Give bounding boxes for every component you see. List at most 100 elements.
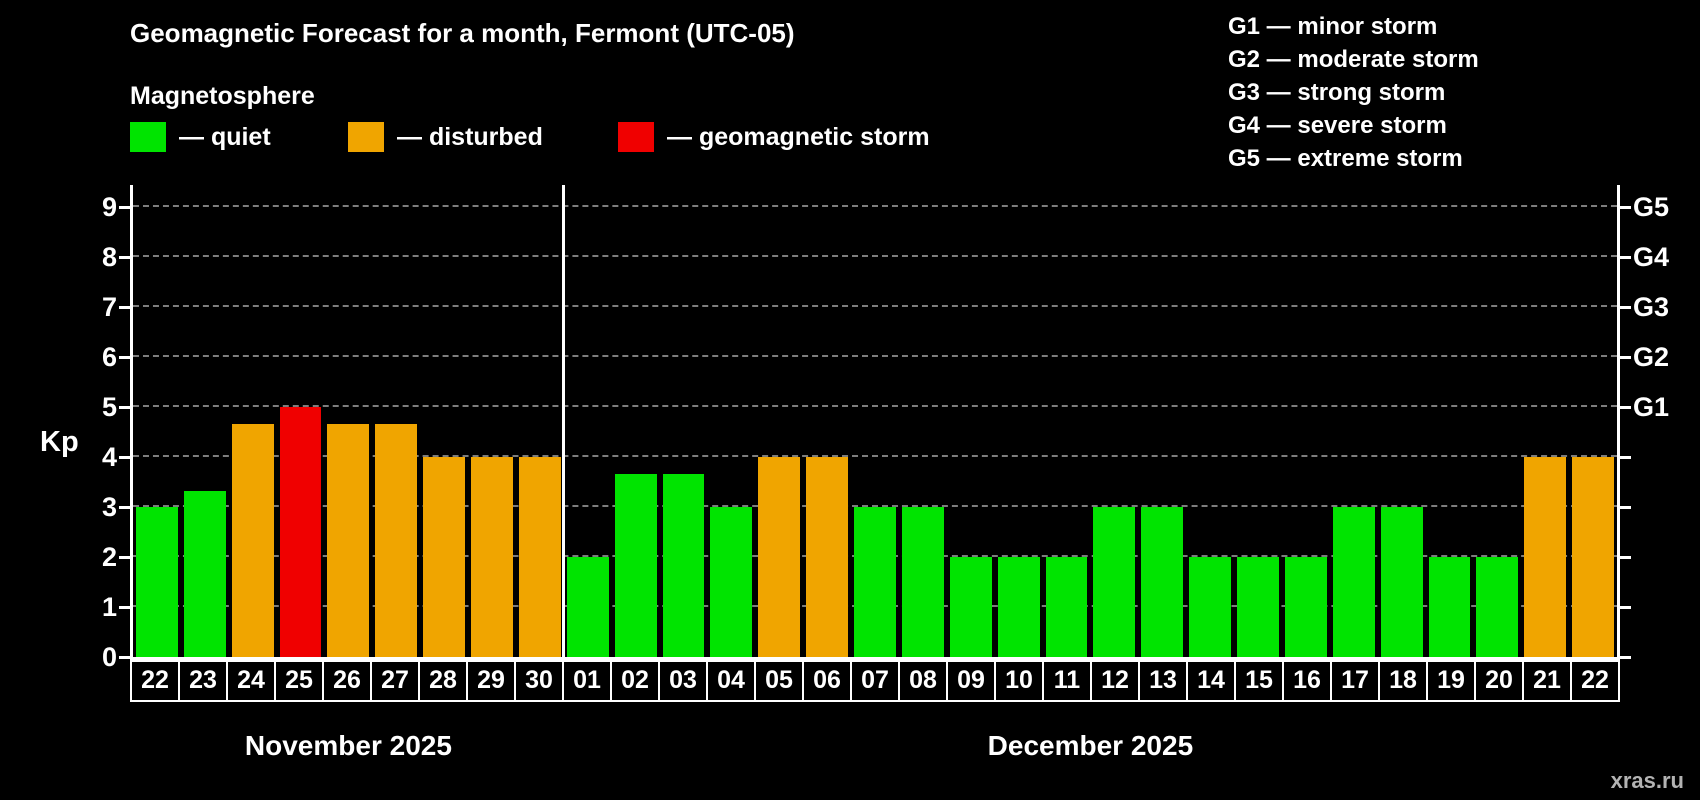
gridline-kp-8 bbox=[133, 255, 1617, 257]
bar-slot-day-14 bbox=[1186, 182, 1234, 657]
kp-bar-quiet bbox=[1189, 557, 1232, 657]
watermark: xras.ru bbox=[1610, 768, 1684, 793]
y-tick-label-4: 4 bbox=[101, 442, 117, 472]
y-tick-label-3: 3 bbox=[101, 492, 117, 522]
y-tick-mark-right-3 bbox=[1620, 505, 1631, 509]
day-label-26: 26 bbox=[322, 660, 372, 702]
day-label-08: 08 bbox=[898, 660, 948, 702]
gridline-kp-7 bbox=[133, 305, 1617, 307]
bar-slot-day-23 bbox=[181, 182, 229, 657]
y-tick-label-0: 0 bbox=[101, 642, 117, 672]
kp-bar-quiet bbox=[997, 557, 1040, 657]
day-label-11: 11 bbox=[1042, 660, 1092, 702]
y-tick-mark-right-9 bbox=[1620, 205, 1631, 209]
kp-bar-quiet bbox=[710, 507, 753, 657]
day-label-18: 18 bbox=[1378, 660, 1428, 702]
quiet-label: — quiet bbox=[179, 122, 271, 151]
bar-slot-day-19 bbox=[1426, 182, 1474, 657]
g-scale-label-g3: G3 bbox=[1633, 292, 1670, 322]
day-label-28: 28 bbox=[418, 660, 468, 702]
day-label-15: 15 bbox=[1234, 660, 1284, 702]
bar-slot-day-03 bbox=[660, 182, 708, 657]
kp-bar-disturbed bbox=[327, 423, 370, 657]
kp-bar-disturbed bbox=[758, 457, 801, 657]
day-label-07: 07 bbox=[850, 660, 900, 702]
kp-bar-quiet bbox=[662, 473, 705, 657]
y-tick-mark-right-0 bbox=[1620, 655, 1631, 659]
disturbed-color-swatch bbox=[348, 122, 384, 152]
disturbed-label: — disturbed bbox=[397, 122, 543, 151]
y-tick-mark-right-7 bbox=[1620, 305, 1631, 309]
kp-bar-quiet bbox=[901, 507, 944, 657]
day-label-09: 09 bbox=[946, 660, 996, 702]
bar-slot-day-10 bbox=[995, 182, 1043, 657]
legend-item-quiet: — quiet bbox=[130, 122, 271, 152]
y-tick-label-2: 2 bbox=[101, 542, 117, 572]
gridline-kp-5 bbox=[133, 405, 1617, 407]
gridline-kp-6 bbox=[133, 355, 1617, 357]
day-label-04: 04 bbox=[706, 660, 756, 702]
y-tick-mark-left-5 bbox=[119, 405, 130, 409]
kp-bar-quiet bbox=[949, 557, 992, 657]
day-label-29: 29 bbox=[466, 660, 516, 702]
kp-bar-disturbed bbox=[1524, 457, 1567, 657]
bar-slot-day-01 bbox=[564, 182, 612, 657]
kp-bar-quiet bbox=[1476, 557, 1519, 657]
day-label-17: 17 bbox=[1330, 660, 1380, 702]
bar-slot-day-24 bbox=[229, 182, 277, 657]
storm-scale-g4: G4 — severe storm bbox=[1228, 112, 1447, 139]
kp-bar-quiet bbox=[1141, 507, 1184, 657]
bar-slot-day-08 bbox=[899, 182, 947, 657]
storm-label: — geomagnetic storm bbox=[667, 122, 930, 151]
day-label-12: 12 bbox=[1090, 660, 1140, 702]
y-tick-label-5: 5 bbox=[101, 392, 117, 422]
kp-bar-quiet bbox=[1093, 507, 1136, 657]
plot-area: 0 1 2 3 4 5 6 7 8 9 G1 G2 G3 G4 G5 bbox=[102, 182, 1669, 672]
month-label-0: November 2025 bbox=[244, 730, 452, 761]
day-label-25: 25 bbox=[274, 660, 324, 702]
g-scale-label-g2: G2 bbox=[1633, 342, 1670, 372]
bar-slot-day-22 bbox=[133, 182, 181, 657]
bar-slot-day-27 bbox=[372, 182, 420, 657]
kp-bar-disturbed bbox=[375, 423, 418, 657]
kp-bar-disturbed bbox=[806, 457, 849, 657]
bar-slot-day-16 bbox=[1282, 182, 1330, 657]
bar-slot-day-04 bbox=[707, 182, 755, 657]
kp-bar-disturbed bbox=[471, 457, 513, 657]
day-label-20: 20 bbox=[1474, 660, 1524, 702]
day-label-03: 03 bbox=[658, 660, 708, 702]
day-label-24: 24 bbox=[226, 660, 276, 702]
month-separator bbox=[562, 185, 566, 657]
bar-slot-day-25 bbox=[277, 182, 325, 657]
bar-slot-day-02 bbox=[612, 182, 660, 657]
gridline-kp-9 bbox=[133, 205, 1617, 207]
bar-slot-day-20 bbox=[1473, 182, 1521, 657]
bar-slot-day-29 bbox=[468, 182, 516, 657]
kp-bar-quiet bbox=[1045, 557, 1088, 657]
y-tick-label-1: 1 bbox=[101, 592, 117, 622]
day-label-19: 19 bbox=[1426, 660, 1476, 702]
gridline-kp-3 bbox=[133, 505, 1617, 507]
bar-slot-day-18 bbox=[1378, 182, 1426, 657]
day-label-22: 22 bbox=[130, 660, 180, 702]
gridline-kp-4 bbox=[133, 455, 1617, 457]
y-tick-label-8: 8 bbox=[101, 242, 117, 272]
bar-slot-day-17 bbox=[1330, 182, 1378, 657]
kp-bar-quiet bbox=[1284, 557, 1327, 657]
g-scale-label-g4: G4 bbox=[1633, 242, 1670, 272]
kp-bar-storm bbox=[279, 407, 322, 657]
y-axis-label: Kp bbox=[40, 426, 79, 458]
y-tick-mark-left-9 bbox=[119, 205, 130, 209]
legend-item-disturbed: — disturbed bbox=[348, 122, 543, 152]
kp-bar-disturbed bbox=[1572, 457, 1614, 657]
bar-slot-day-13 bbox=[1138, 182, 1186, 657]
bar-slot-day-12 bbox=[1090, 182, 1138, 657]
y-tick-mark-right-8 bbox=[1620, 255, 1631, 259]
kp-bar-quiet bbox=[1428, 557, 1471, 657]
bar-slot-day-22 bbox=[1569, 182, 1617, 657]
kp-bar-disturbed bbox=[423, 457, 466, 657]
kp-bar-quiet bbox=[136, 507, 178, 657]
storm-scale-g1: G1 — minor storm bbox=[1228, 13, 1438, 40]
y-tick-mark-left-2 bbox=[119, 555, 130, 559]
day-label-10: 10 bbox=[994, 660, 1044, 702]
